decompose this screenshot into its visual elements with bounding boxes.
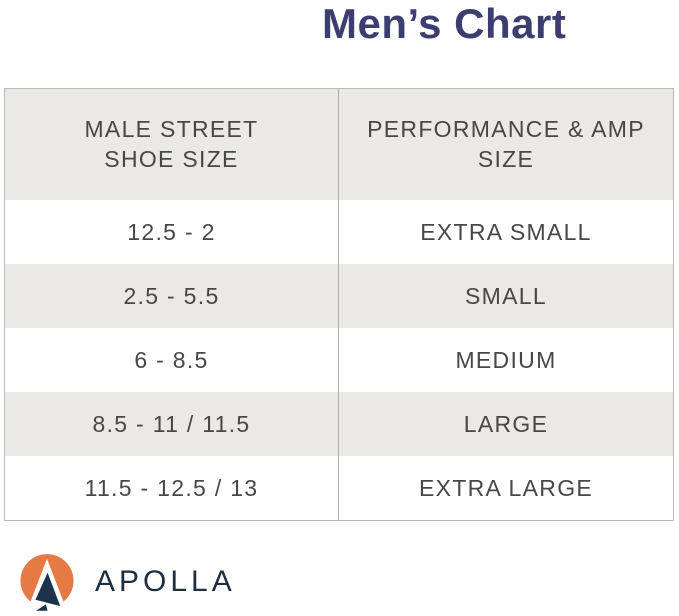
cell-amp-size: LARGE bbox=[463, 410, 549, 437]
table-row: 8.5 - 11 / 11.5 LARGE bbox=[5, 392, 673, 456]
table-row: 12.5 - 2 EXTRA SMALL bbox=[5, 200, 673, 264]
table-header-row: MALE STREET SHOE SIZE PERFORMANCE & AMP … bbox=[5, 89, 673, 200]
size-table: MALE STREET SHOE SIZE PERFORMANCE & AMP … bbox=[4, 88, 674, 521]
table-row: 2.5 - 5.5 SMALL bbox=[5, 264, 673, 328]
header-amp-size: PERFORMANCE & AMP SIZE bbox=[339, 89, 673, 200]
header-shoe-size: MALE STREET SHOE SIZE bbox=[5, 89, 339, 200]
cell-shoe-size: 11.5 - 12.5 / 13 bbox=[5, 456, 339, 520]
brand-footer: APOLLA bbox=[18, 553, 236, 613]
brand-name: APOLLA bbox=[95, 565, 236, 598]
cell-shoe-size: 6 - 8.5 bbox=[5, 328, 339, 392]
cell-shoe-size: 8.5 - 11 / 11.5 bbox=[5, 392, 339, 456]
cell-amp-size: MEDIUM bbox=[455, 346, 557, 373]
apolla-mountain-a-icon bbox=[20, 554, 74, 612]
header-amp-size-line2: SIZE bbox=[477, 145, 535, 172]
header-amp-size-line1: PERFORMANCE & AMP bbox=[367, 116, 645, 143]
table-row: 6 - 8.5 MEDIUM bbox=[5, 328, 673, 392]
header-shoe-size-line1: MALE STREET bbox=[84, 116, 259, 143]
cell-amp-size: EXTRA SMALL bbox=[420, 218, 592, 245]
cell-shoe-size: 12.5 - 2 bbox=[5, 200, 339, 264]
table-row: 11.5 - 12.5 / 13 EXTRA LARGE bbox=[5, 456, 673, 520]
header-shoe-size-line2: SHOE SIZE bbox=[104, 145, 239, 172]
cell-shoe-size: 2.5 - 5.5 bbox=[5, 264, 339, 328]
cell-amp-size: EXTRA LARGE bbox=[418, 474, 594, 501]
page-title: Men’s Chart bbox=[322, 0, 567, 47]
cell-amp-size: SMALL bbox=[465, 282, 547, 309]
